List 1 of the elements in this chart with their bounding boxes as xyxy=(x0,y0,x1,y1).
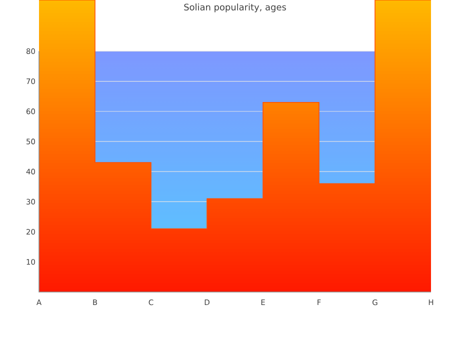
chart-title: Solian popularity, ages xyxy=(184,4,286,12)
